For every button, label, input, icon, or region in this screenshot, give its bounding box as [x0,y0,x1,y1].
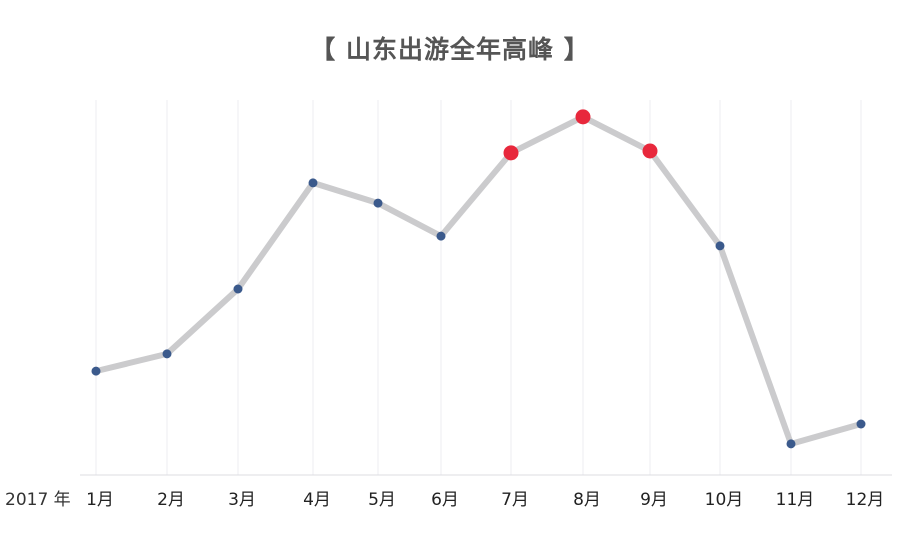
x-tick-label: 7月 [501,490,529,510]
data-point [373,198,383,208]
data-point [233,284,243,294]
x-tick-label: 12月 [846,490,885,510]
data-point [162,349,172,359]
x-axis-label: 2017 年 [5,490,71,510]
x-tick-label: 2月 [157,490,185,510]
data-point [856,419,866,429]
data-point [715,241,725,251]
x-tick-label: 8月 [573,490,601,510]
x-tick-label: 11月 [776,490,815,510]
highlight-point [503,145,519,161]
chart-title: 【 山东出游全年高峰 】 [310,35,590,64]
x-tick-label: 4月 [303,490,331,510]
data-point [308,178,318,188]
series-line [93,113,864,447]
x-tick-label: 6月 [431,490,459,510]
x-tick-label: 3月 [228,490,256,510]
data-point [91,366,101,376]
highlight-point [642,143,658,159]
x-tick-label: 5月 [368,490,396,510]
x-tick-label: 10月 [705,490,744,510]
data-point [786,439,796,449]
data-point [436,231,446,241]
x-tick-label: 1月 [86,490,114,510]
highlight-point [575,109,591,125]
x-tick-label: 9月 [640,490,668,510]
